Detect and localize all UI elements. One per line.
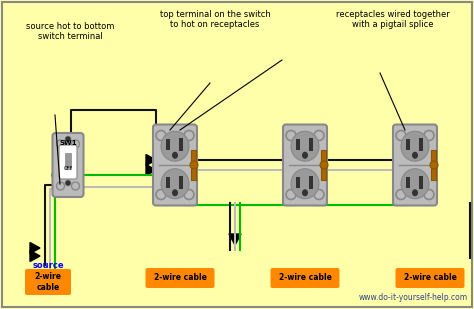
- FancyBboxPatch shape: [395, 268, 465, 288]
- Circle shape: [161, 171, 169, 179]
- Circle shape: [184, 189, 194, 200]
- Ellipse shape: [412, 189, 418, 196]
- FancyBboxPatch shape: [153, 125, 197, 205]
- Circle shape: [396, 130, 406, 141]
- Ellipse shape: [291, 131, 319, 161]
- Bar: [406, 177, 410, 188]
- Polygon shape: [396, 159, 406, 171]
- Bar: [296, 177, 300, 188]
- Ellipse shape: [161, 131, 189, 161]
- Text: SW1: SW1: [59, 140, 77, 146]
- Bar: [191, 150, 196, 180]
- FancyBboxPatch shape: [393, 125, 437, 205]
- Circle shape: [65, 136, 71, 142]
- Circle shape: [314, 189, 324, 200]
- Bar: [309, 138, 313, 151]
- FancyBboxPatch shape: [146, 268, 215, 288]
- Circle shape: [397, 134, 405, 142]
- Polygon shape: [286, 159, 296, 171]
- Text: www.do-it-yourself-help.com: www.do-it-yourself-help.com: [359, 293, 468, 302]
- Bar: [406, 139, 410, 150]
- Circle shape: [51, 171, 59, 179]
- FancyBboxPatch shape: [283, 125, 327, 205]
- Ellipse shape: [401, 131, 429, 161]
- Bar: [419, 176, 423, 189]
- Circle shape: [430, 161, 438, 169]
- Bar: [166, 139, 170, 150]
- Circle shape: [157, 134, 165, 142]
- Polygon shape: [30, 243, 40, 253]
- Ellipse shape: [302, 189, 308, 196]
- Ellipse shape: [412, 152, 418, 159]
- Circle shape: [424, 189, 434, 200]
- Text: OFF: OFF: [64, 166, 73, 171]
- Bar: [179, 176, 183, 189]
- Circle shape: [56, 140, 64, 148]
- Bar: [309, 176, 313, 189]
- Text: top terminal on the switch
to hot on receptacles: top terminal on the switch to hot on rec…: [160, 10, 270, 29]
- Polygon shape: [146, 164, 156, 176]
- Bar: [431, 150, 436, 180]
- FancyBboxPatch shape: [53, 133, 83, 197]
- Circle shape: [287, 134, 295, 142]
- Bar: [179, 138, 183, 151]
- FancyBboxPatch shape: [59, 145, 77, 179]
- Bar: [321, 150, 326, 180]
- Circle shape: [190, 161, 198, 169]
- Circle shape: [156, 189, 166, 200]
- Ellipse shape: [172, 152, 178, 159]
- Circle shape: [72, 182, 80, 190]
- Bar: [65, 153, 71, 169]
- Ellipse shape: [291, 169, 319, 199]
- Bar: [166, 177, 170, 188]
- Polygon shape: [396, 189, 406, 201]
- Text: 2-wire cable: 2-wire cable: [279, 273, 331, 282]
- Circle shape: [320, 161, 328, 169]
- Ellipse shape: [172, 189, 178, 196]
- Ellipse shape: [401, 169, 429, 199]
- Circle shape: [286, 189, 296, 200]
- Polygon shape: [146, 154, 156, 166]
- Text: 2-wire cable: 2-wire cable: [403, 273, 456, 282]
- Text: source hot to bottom
switch terminal: source hot to bottom switch terminal: [26, 22, 114, 41]
- Bar: [296, 139, 300, 150]
- Circle shape: [396, 189, 406, 200]
- Text: 2-wire cable: 2-wire cable: [154, 273, 207, 282]
- Text: source: source: [32, 260, 64, 269]
- Polygon shape: [229, 234, 241, 245]
- Bar: [419, 138, 423, 151]
- Circle shape: [72, 140, 80, 148]
- FancyBboxPatch shape: [25, 269, 71, 295]
- Text: receptacles wired together
with a pigtail splice: receptacles wired together with a pigtai…: [336, 10, 450, 29]
- Circle shape: [286, 130, 296, 141]
- Polygon shape: [30, 251, 40, 261]
- FancyBboxPatch shape: [271, 268, 339, 288]
- Circle shape: [314, 130, 324, 141]
- Polygon shape: [184, 159, 194, 171]
- Circle shape: [65, 180, 71, 186]
- Text: 2-wire
cable: 2-wire cable: [35, 272, 62, 292]
- Circle shape: [156, 130, 166, 141]
- Polygon shape: [314, 159, 324, 171]
- Circle shape: [56, 182, 64, 190]
- Ellipse shape: [302, 152, 308, 159]
- Circle shape: [184, 130, 194, 141]
- Circle shape: [424, 130, 434, 141]
- Ellipse shape: [161, 169, 189, 199]
